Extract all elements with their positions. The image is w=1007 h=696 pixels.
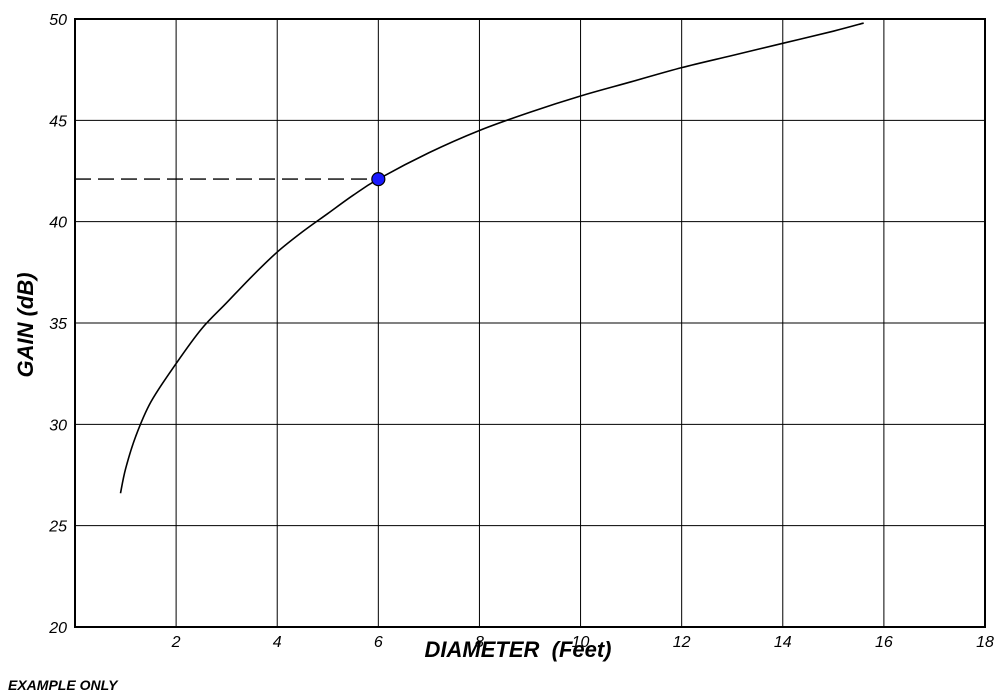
x-tick-label-4: 4 bbox=[273, 634, 282, 651]
y-axis-ticks: 20 25 30 35 40 45 50 bbox=[48, 12, 67, 637]
gain-curve bbox=[121, 23, 864, 493]
y-tick-label-40: 40 bbox=[49, 215, 67, 232]
highlight-point bbox=[372, 173, 385, 186]
example-only-note: EXAMPLE ONLY bbox=[8, 677, 119, 693]
x-tick-label-14: 14 bbox=[774, 634, 792, 651]
x-tick-label-2: 2 bbox=[171, 634, 181, 651]
y-tick-label-50: 50 bbox=[49, 12, 67, 29]
y-tick-label-35: 35 bbox=[49, 316, 67, 333]
y-axis-title: GAIN (dB) bbox=[13, 272, 38, 377]
x-tick-label-16: 16 bbox=[875, 634, 893, 651]
y-tick-label-30: 30 bbox=[49, 417, 67, 434]
grid-lines bbox=[75, 19, 985, 627]
x-axis-title: DIAMETER (Feet) bbox=[425, 637, 612, 662]
x-tick-label-6: 6 bbox=[374, 634, 383, 651]
y-tick-label-45: 45 bbox=[49, 113, 67, 130]
y-tick-label-25: 25 bbox=[48, 519, 67, 536]
x-tick-label-18: 18 bbox=[976, 634, 994, 651]
y-tick-label-20: 20 bbox=[48, 620, 67, 637]
x-tick-label-12: 12 bbox=[673, 634, 691, 651]
